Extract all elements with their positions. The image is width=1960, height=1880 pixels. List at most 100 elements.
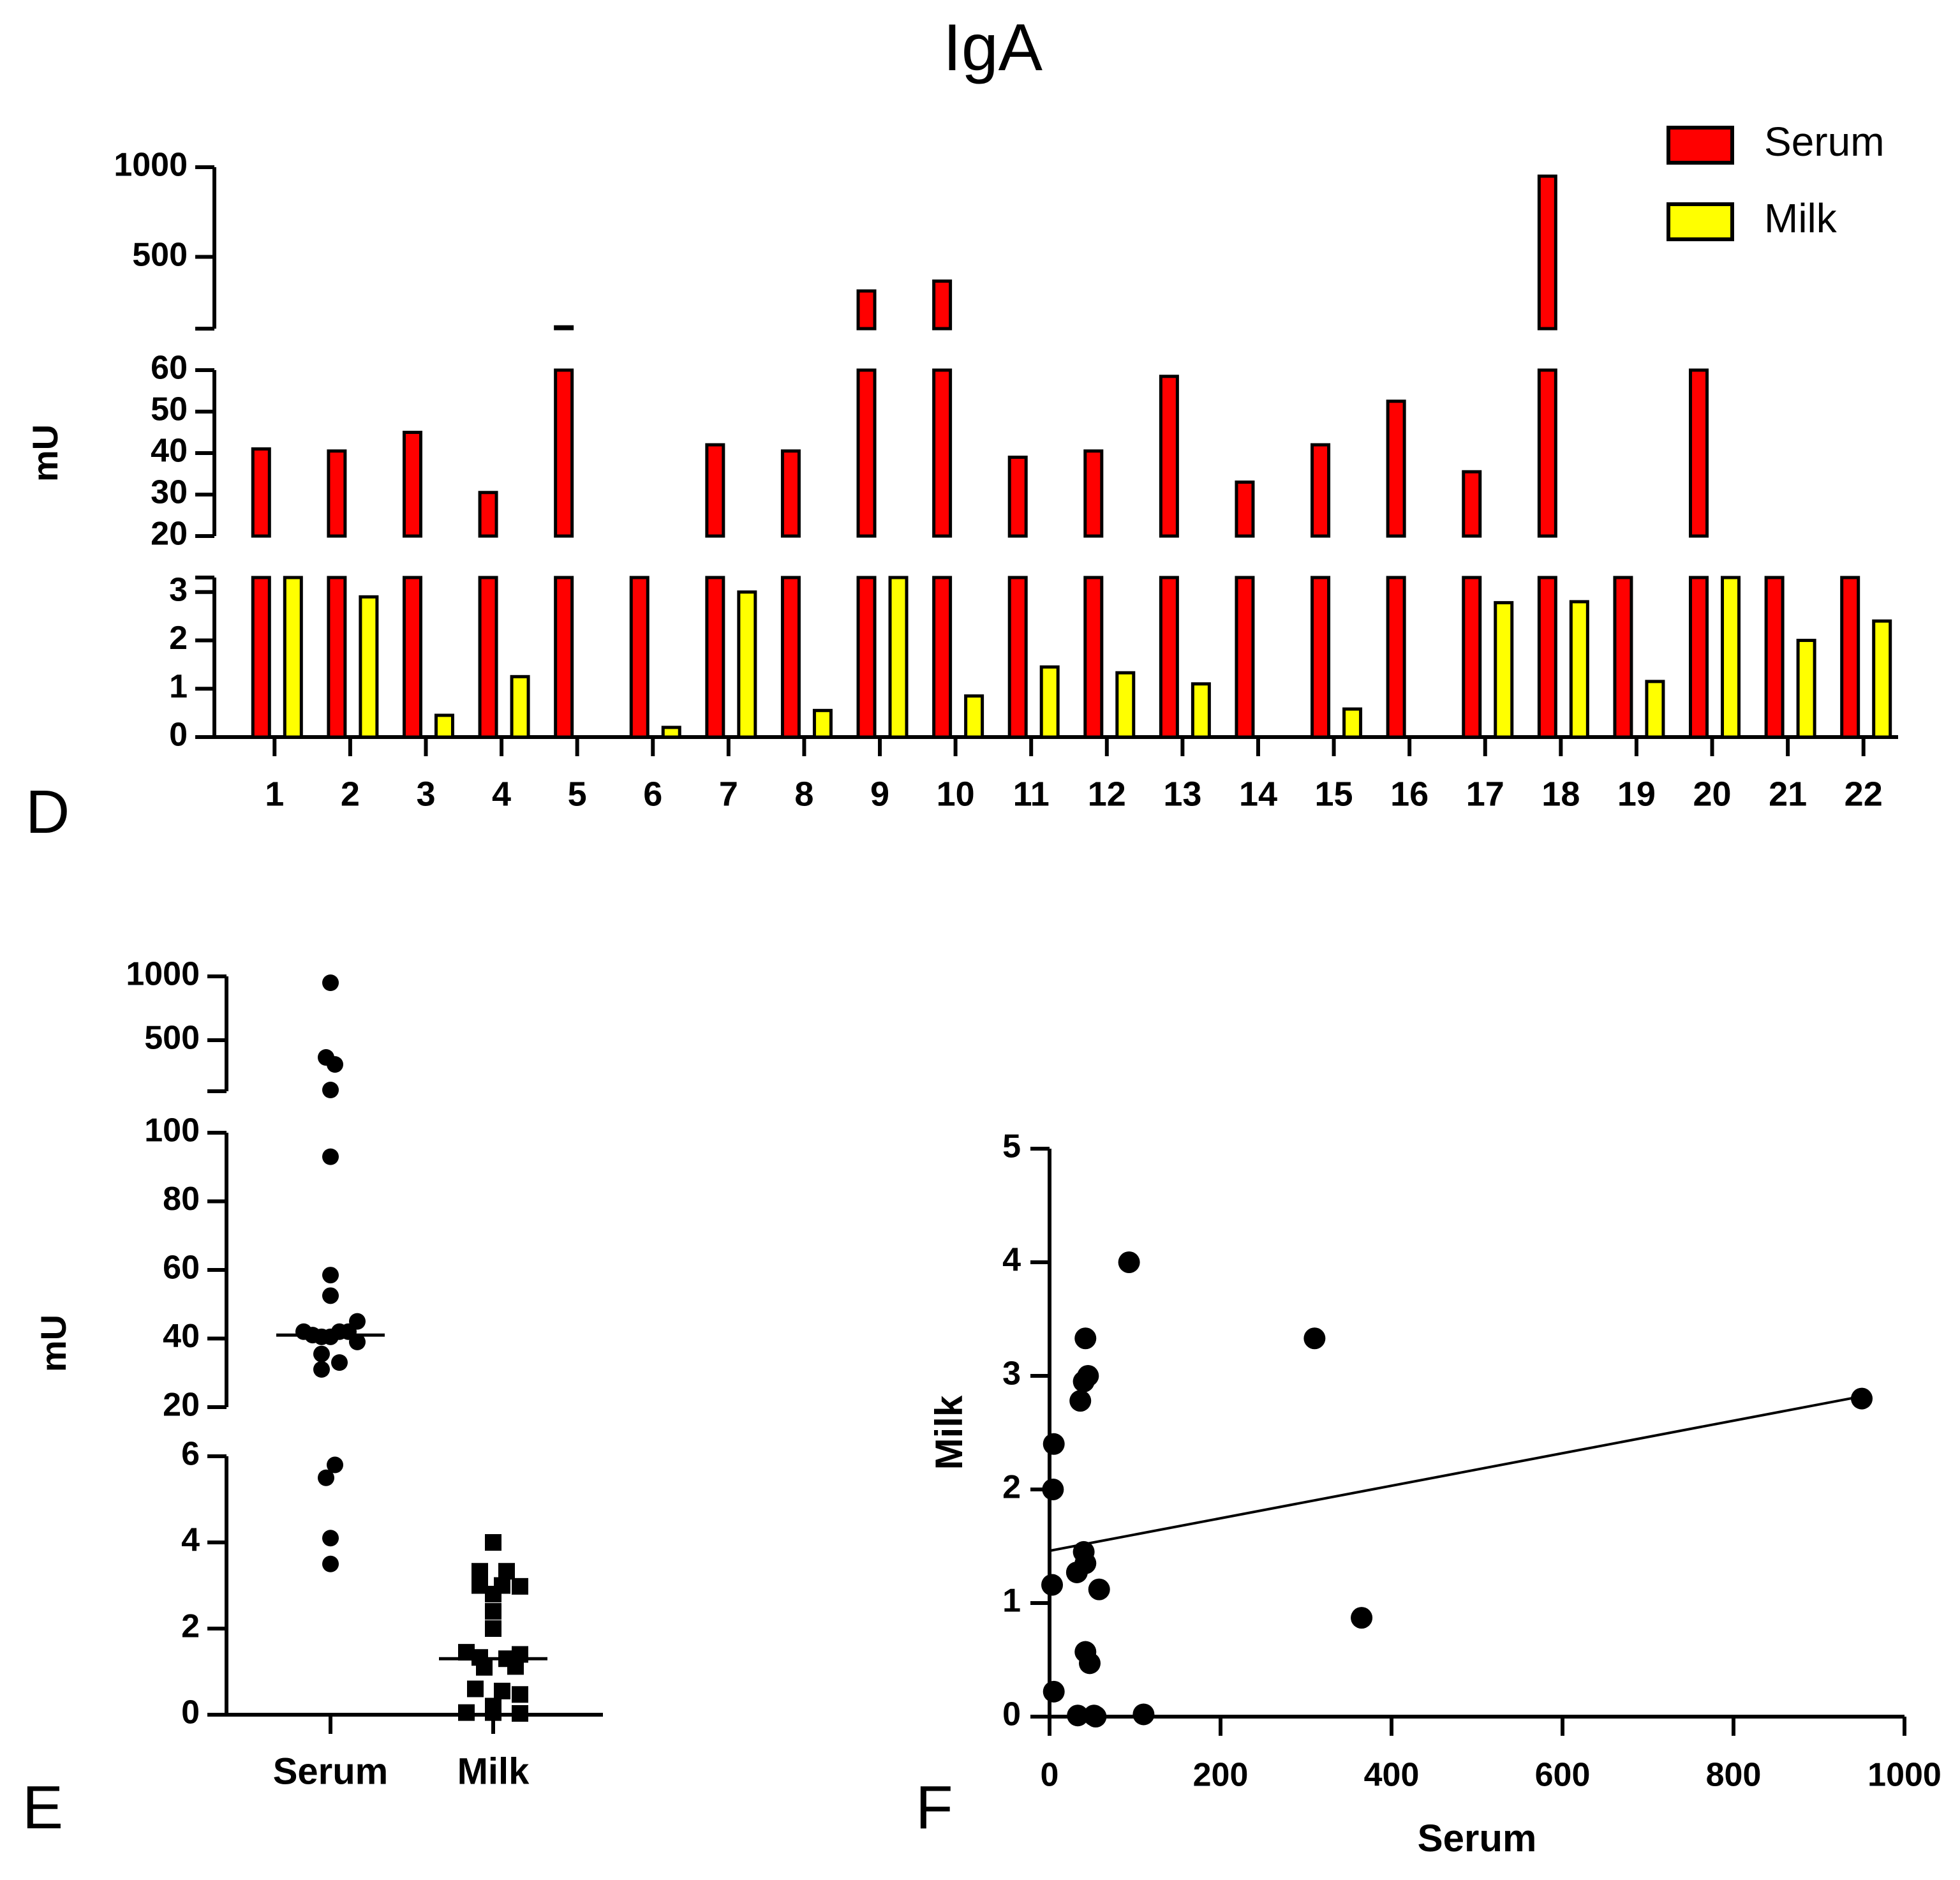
y-tick-label: 4 [181,1522,200,1559]
y-axis-label: Milk [928,1395,970,1470]
bar-milk [1721,576,1741,739]
x-tick-label: 10 [937,775,975,813]
bar-serum [554,325,574,331]
y-tick-label: 1 [1002,1583,1021,1620]
x-tick-label: 13 [1163,775,1201,813]
point-milk [485,1534,501,1551]
bar-milk [888,576,909,739]
y-axis-label: mU [25,424,65,482]
scatter-point [1303,1327,1326,1350]
bar-milk [510,675,530,739]
bar-serum [856,576,877,739]
y-tick-label: 2 [1002,1469,1021,1506]
y-tick-label: 100 [144,1112,200,1149]
bar-serum [705,576,725,739]
bar-milk [1645,680,1665,739]
bar-serum [402,576,422,739]
point-serum [349,1313,366,1330]
bar-serum [402,431,422,538]
bar-serum [1462,576,1482,739]
x-tick-label: Milk [457,1750,530,1792]
y-tick-label: 0 [1002,1696,1021,1733]
bar-serum [1537,576,1557,739]
y-tick-label: 50 [151,391,188,428]
bar-serum [1159,576,1179,739]
x-tick-label: 2 [341,775,360,813]
y-tick-label: 1000 [126,956,200,993]
bar-serum [856,289,877,331]
panel-label-d: D [26,778,70,846]
bar-serum [1764,576,1785,739]
point-milk [467,1680,484,1697]
panel-f-scatter-plot: 0 1 2 3 4 5 0 200 400 600 800 1000 Serum Milk [928,1128,1941,1860]
bar-milk [737,590,757,739]
scatter-point [1078,1652,1101,1675]
bar-milk [661,726,681,739]
x-tick-label: 8 [794,775,813,813]
legend-swatch-serum [1667,126,1734,165]
x-tick-label: 4 [492,775,511,813]
y-tick-label: 80 [163,1181,200,1218]
scatter-point [1042,1479,1064,1500]
scatter-point [1069,1390,1092,1412]
y-tick-label: 40 [151,433,188,470]
scatter-point [1851,1387,1873,1410]
bar-serum [1310,576,1331,739]
point-serum [318,1469,334,1486]
point-milk [485,1620,501,1637]
bar-serum [1537,368,1557,538]
bar-serum [1689,368,1709,538]
scatter-point [1067,1705,1089,1727]
point-serum [327,1456,343,1473]
bar-milk [1342,707,1363,739]
x-tick-label: 200 [1193,1757,1249,1794]
bar-milk [434,713,454,739]
bar-milk [1872,619,1892,739]
y-tick-label: 20 [151,516,188,553]
y-tick-label: 60 [151,350,188,387]
bar-milk [1494,601,1514,739]
legend-label-serum: Serum [1764,119,1885,165]
y-tick-label: 30 [151,474,188,511]
y-tick-label: 500 [144,1020,200,1057]
point-serum [322,1267,339,1284]
y-tick-label: 1000 [114,147,188,184]
y-tick-label: 0 [181,1694,200,1731]
bar-serum [1007,576,1028,739]
scatter-point [1041,1574,1064,1596]
point-serum [322,1287,339,1304]
point-milk [512,1578,528,1595]
bar-serum [1386,576,1406,739]
x-tick-label: 12 [1088,775,1126,813]
x-tick-label: 21 [1769,775,1807,813]
point-milk [507,1658,524,1675]
legend-swatch-milk [1667,202,1734,241]
panel-label-f: F [916,1773,953,1842]
point-serum [349,1333,366,1350]
x-tick-label: 14 [1239,775,1277,813]
bar-serum [327,576,347,739]
x-tick-label: 7 [719,775,738,813]
y-tick-label: 2 [181,1608,200,1645]
bar-milk [1191,682,1211,739]
scatter-point [1073,1370,1095,1392]
x-tick-label: 800 [1706,1757,1762,1794]
scatter-point [1088,1578,1110,1600]
point-milk [476,1659,493,1676]
x-tick-label: 17 [1466,775,1504,813]
y-axis-label: mU [33,1315,73,1372]
bar-serum [251,576,271,739]
bar-serum [554,576,574,739]
point-milk [485,1697,501,1715]
bar-serum [780,449,801,538]
y-tick-label: 3 [169,571,188,608]
scatter-point [1074,1327,1097,1350]
scatter-point [1065,1561,1088,1583]
bar-serum [1840,576,1860,739]
panel-label-e: E [22,1773,63,1842]
point-milk [458,1704,475,1721]
bar-serum [1613,576,1633,739]
bar-serum [856,368,877,538]
point-milk [512,1705,528,1722]
